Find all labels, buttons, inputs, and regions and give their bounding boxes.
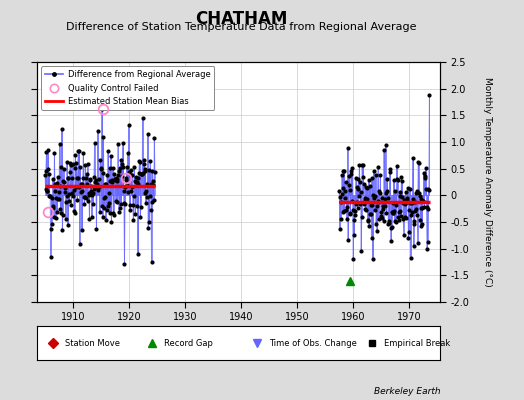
Text: Berkeley Earth: Berkeley Earth <box>374 387 440 396</box>
Text: Record Gap: Record Gap <box>164 338 213 348</box>
Text: Station Move: Station Move <box>65 338 120 348</box>
Text: Empirical Break: Empirical Break <box>384 338 450 348</box>
Text: Time of Obs. Change: Time of Obs. Change <box>269 338 356 348</box>
Legend: Difference from Regional Average, Quality Control Failed, Estimated Station Mean: Difference from Regional Average, Qualit… <box>41 66 214 110</box>
Text: Difference of Station Temperature Data from Regional Average: Difference of Station Temperature Data f… <box>66 22 416 32</box>
Text: CHATHAM: CHATHAM <box>195 10 287 28</box>
Y-axis label: Monthly Temperature Anomaly Difference (°C): Monthly Temperature Anomaly Difference (… <box>483 77 493 287</box>
